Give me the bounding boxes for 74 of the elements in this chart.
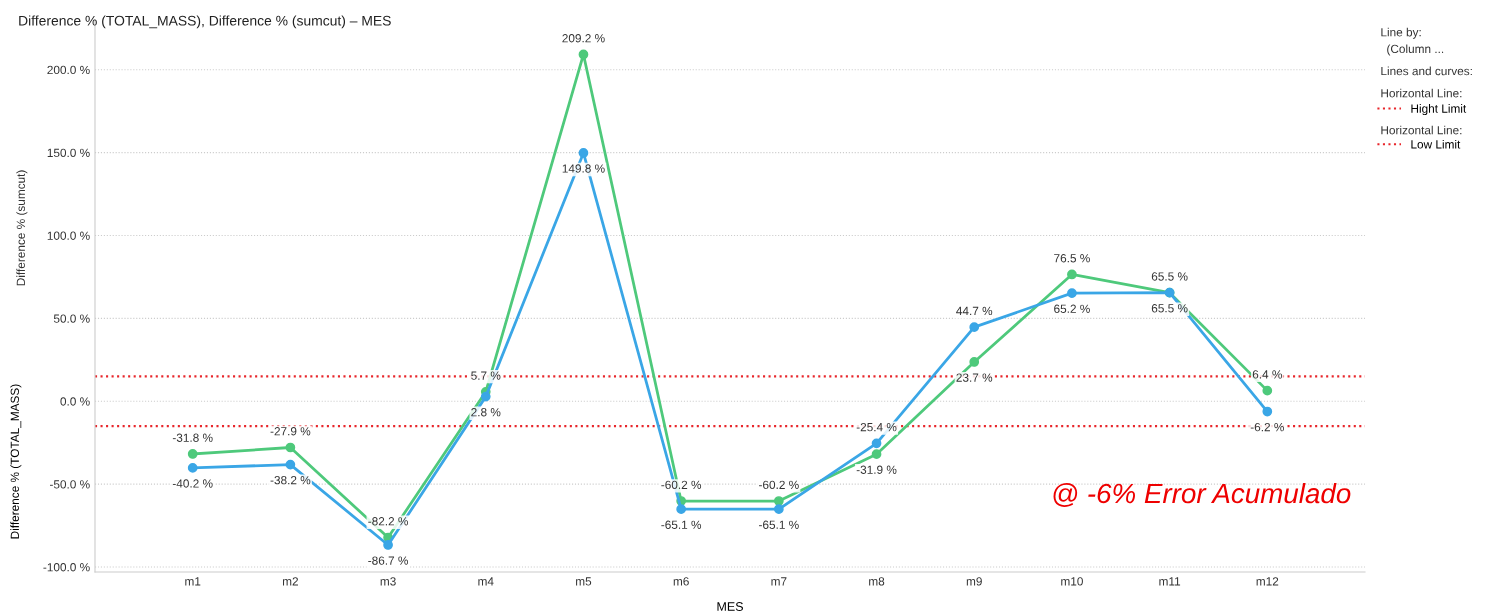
point xyxy=(1067,288,1077,299)
x-tick-label: m12 xyxy=(1256,577,1279,586)
point xyxy=(969,357,980,367)
y-axis-title: Difference % (TOTAL_MASS) xyxy=(10,384,22,539)
x-tick-label: m7 xyxy=(771,577,787,586)
text: Lines and curves: xyxy=(1381,66,1472,76)
data-label: -60.2 % xyxy=(661,480,702,489)
y-tick-label: 100.0 % xyxy=(47,231,90,240)
y-tick-label: 0.0 % xyxy=(60,397,90,406)
point xyxy=(1262,385,1273,396)
point xyxy=(285,442,296,453)
x-tick-label: m8 xyxy=(869,577,885,586)
point xyxy=(969,322,980,333)
point xyxy=(187,449,198,459)
data-label: -65.1 % xyxy=(661,520,702,529)
data-label: 23.7 % xyxy=(956,373,993,382)
point xyxy=(676,504,687,515)
data-label: -27.9 % xyxy=(270,427,311,436)
point xyxy=(871,438,882,449)
point xyxy=(383,540,393,550)
data-label: 209.2 % xyxy=(562,34,605,43)
x-tick-label: m9 xyxy=(966,577,982,586)
data-label: -60.2 % xyxy=(759,480,799,489)
x-tick-label: m2 xyxy=(282,577,298,586)
data-label: -40.2 % xyxy=(172,479,213,488)
point xyxy=(1262,406,1273,417)
data-label: 149.8 % xyxy=(562,164,605,173)
text: Horizontal Line: xyxy=(1381,88,1462,98)
data-label: 2.8 % xyxy=(471,408,501,417)
point xyxy=(578,148,589,158)
x-tick-label: m1 xyxy=(185,577,201,586)
annotation: @ -6% Error Acumulado xyxy=(1053,482,1351,507)
text: Line by: xyxy=(1381,27,1421,39)
text: (Column ... xyxy=(1387,44,1444,56)
point xyxy=(578,49,589,60)
text: Difference % (sumcut) xyxy=(16,170,28,286)
point xyxy=(480,391,491,402)
x-tick-label: m11 xyxy=(1159,577,1181,586)
y-tick-label: 150.0 % xyxy=(47,148,90,158)
data-label: -65.1 % xyxy=(759,520,799,529)
data-label: 65.2 % xyxy=(1054,304,1090,313)
legend-label: Low Limit xyxy=(1411,139,1461,149)
point xyxy=(871,449,882,460)
data-label: 65.5 % xyxy=(1151,272,1188,281)
x-tick-label: m5 xyxy=(576,577,592,586)
y-tick-label: -100.0 % xyxy=(43,563,90,572)
data-label: 76.5 % xyxy=(1054,254,1090,263)
point xyxy=(773,496,784,506)
y-tick-label: -50.0 % xyxy=(49,480,90,489)
x-axis-title: MES xyxy=(717,602,743,611)
y-tick-label: 200.0 % xyxy=(47,65,90,75)
data-label: -25.4 % xyxy=(856,422,897,432)
y-tick-label: 50.0 % xyxy=(53,314,90,323)
data-label: 6.4 % xyxy=(1252,370,1282,379)
point xyxy=(285,459,296,470)
legend-label: Hight Limit xyxy=(1411,104,1467,116)
x-tick-label: m6 xyxy=(673,577,689,586)
data-label: -6.2 % xyxy=(1250,422,1284,432)
data-label: -38.2 % xyxy=(270,476,311,485)
chart-title: Difference % (TOTAL_MASS), Difference % (sumcut) – MES xyxy=(19,15,391,29)
data-label: 44.7 % xyxy=(956,306,993,316)
x-tick-label: m10 xyxy=(1061,577,1083,586)
point xyxy=(1067,269,1077,280)
text: Horizontal Line: xyxy=(1381,125,1462,135)
data-label: -31.8 % xyxy=(172,433,213,442)
data-label: 5.7 % xyxy=(471,371,501,380)
data-label: -82.2 % xyxy=(368,517,408,526)
x-tick-label: m4 xyxy=(478,577,494,586)
data-label: -86.7 % xyxy=(368,556,408,565)
data-label: -31.9 % xyxy=(856,465,897,474)
x-tick-label: m3 xyxy=(380,577,396,586)
point xyxy=(187,463,198,473)
data-label: 65.5 % xyxy=(1151,304,1188,313)
point xyxy=(773,504,784,515)
